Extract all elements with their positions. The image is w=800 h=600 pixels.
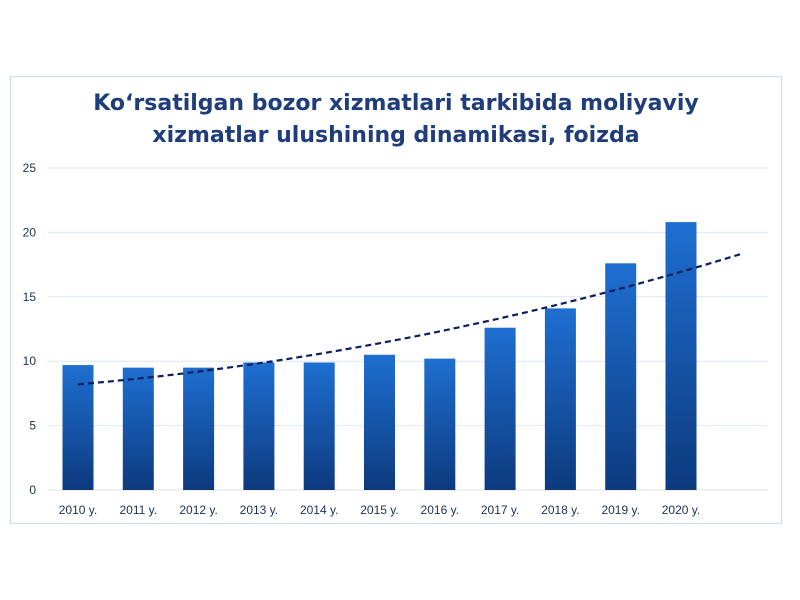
bar-2012 [183,367,215,490]
bar-2010 [62,365,94,490]
bar-2014 [303,362,335,490]
bar-2020 [665,222,697,490]
bar-2017 [484,327,516,490]
x-tick-label: 2015 y. [360,503,398,517]
y-tick-label: 0 [29,483,36,497]
bar-2019 [605,263,637,490]
chart-title-line-2: xizmatlar ulushining dinamikasi, foizda [152,123,640,148]
x-tick-label: 2019 y. [601,503,639,517]
x-tick-label: 2010 y. [59,503,97,517]
trend-line [77,253,741,386]
y-tick-label: 20 [23,225,37,239]
y-tick-label: 5 [29,419,36,433]
x-tick-label: 2013 y. [240,503,278,517]
x-tick-label: 2016 y. [421,503,459,517]
bar-2013 [243,362,275,490]
y-tick-label: 10 [23,354,37,368]
x-tick-label: 2011 y. [120,503,158,517]
chart-title: Ko‘rsatilgan bozor xizmatlari tarkibida … [10,88,782,152]
y-tick-label: 25 [23,161,37,175]
x-tick-label: 2012 y. [179,503,217,517]
bar-2018 [544,308,576,490]
y-tick-label: 15 [23,290,37,304]
chart-title-line-1: Ko‘rsatilgan bozor xizmatlari tarkibida … [93,91,699,116]
x-tick-label: 2018 y. [541,503,579,517]
x-tick-label: 2020 y. [662,503,700,517]
x-tick-label: 2014 y. [300,503,338,517]
bar-2016 [424,358,456,490]
bar-2015 [364,354,395,490]
bar-2011 [122,367,154,490]
x-tick-label: 2017 y. [481,503,519,517]
